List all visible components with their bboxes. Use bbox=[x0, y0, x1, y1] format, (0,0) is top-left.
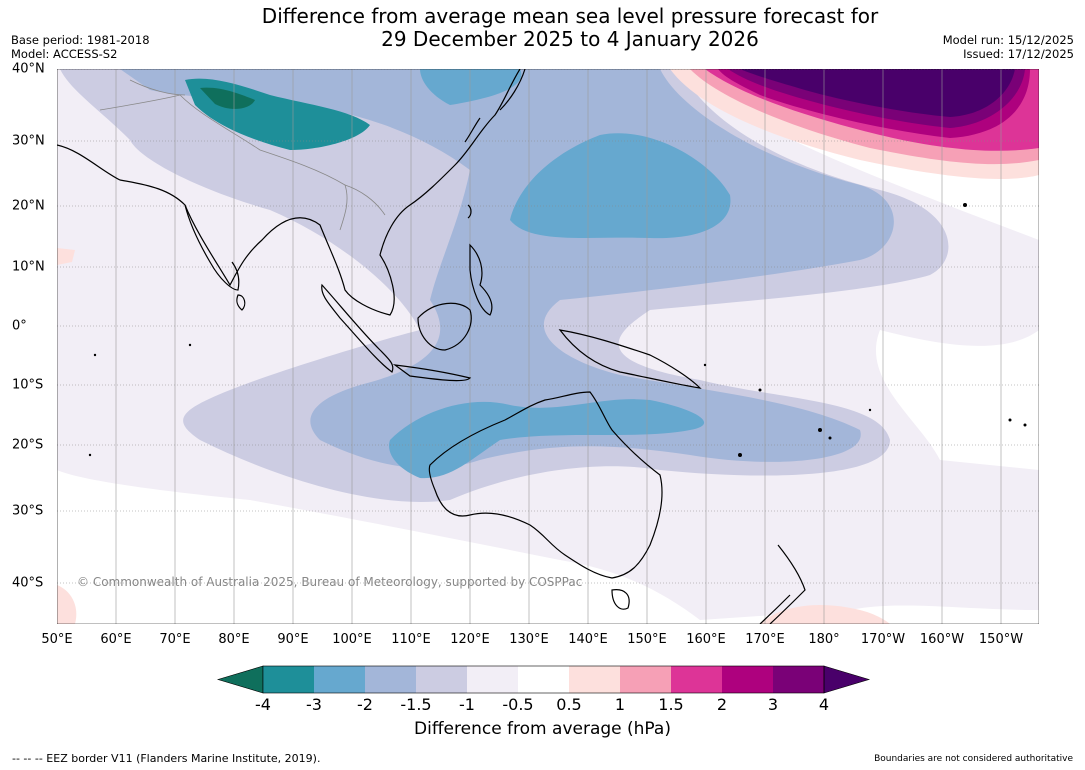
lon-tick-label: 120°E bbox=[450, 632, 490, 647]
lat-tick-label: 40°S bbox=[12, 575, 44, 591]
lon-tick-label: 150°W bbox=[978, 632, 1024, 647]
contour-minus-2c bbox=[420, 69, 522, 105]
coastlines bbox=[57, 69, 806, 624]
colorbar-segment bbox=[314, 666, 366, 693]
lon-tick-label: 150°E bbox=[627, 632, 667, 647]
page-title: Difference from average mean sea level p… bbox=[0, 5, 1085, 51]
colorbar-segment bbox=[263, 666, 315, 693]
lon-tick-label: 50°E bbox=[41, 632, 73, 647]
model-name: Model: ACCESS-S2 bbox=[11, 47, 118, 61]
colorbar-tick-label: 4 bbox=[818, 695, 830, 714]
philippines bbox=[469, 243, 493, 316]
colorbar bbox=[216, 665, 871, 694]
colorbar-tick-label: -0.5 bbox=[502, 695, 534, 714]
copyright-notice: © Commonwealth of Australia 2025, Bureau… bbox=[77, 575, 583, 589]
colorbar-tick-label: -2 bbox=[357, 695, 373, 714]
boundaries-disclaimer: Boundaries are not considered authoritat… bbox=[874, 754, 1073, 764]
lon-tick-label: 60°E bbox=[100, 632, 132, 647]
lon-tick-label: 70°E bbox=[159, 632, 191, 647]
lon-tick-label: 130°E bbox=[509, 632, 549, 647]
lat-tick-label: 30°S bbox=[12, 503, 44, 519]
contour-plus-w bbox=[57, 248, 75, 265]
lat-tick-label: 20°N bbox=[12, 198, 45, 214]
base-period: Base period: 1981-2018 bbox=[11, 33, 150, 47]
new-zealand bbox=[759, 544, 806, 624]
contour-minus-4 bbox=[200, 87, 255, 109]
colorbar-tick-label: -1 bbox=[459, 695, 475, 714]
country-borders bbox=[99, 79, 386, 231]
contour-minus-2b bbox=[389, 399, 705, 479]
lon-tick-label: 170°W bbox=[860, 632, 906, 647]
map-area bbox=[57, 69, 1039, 624]
lat-tick-label: 20°S bbox=[12, 437, 44, 453]
contour-minus-2 bbox=[510, 133, 731, 239]
colorbar-segment bbox=[620, 666, 672, 693]
colorbar-segment bbox=[773, 666, 825, 693]
colorbar-arrow-low bbox=[216, 665, 264, 694]
title-line-1: Difference from average mean sea level p… bbox=[261, 4, 879, 28]
colorbar-segment bbox=[722, 666, 774, 693]
meta-left: Base period: 1981-2018 Model: ACCESS-S2 bbox=[11, 33, 150, 61]
lat-tick-label: 10°S bbox=[12, 377, 44, 393]
eez-border-note: -- -- -- EEZ border V11 (Flanders Marine… bbox=[12, 752, 321, 765]
lat-tick-label: 30°N bbox=[12, 133, 45, 149]
colorbar-title: Difference from average (hPa) bbox=[414, 719, 671, 739]
colorbar-tick-label: 1 bbox=[614, 695, 626, 714]
lon-tick-label: 170°E bbox=[745, 632, 785, 647]
colorbar-arrow-high bbox=[823, 665, 871, 694]
lon-tick-label: 100°E bbox=[332, 632, 372, 647]
lon-tick-label: 140°E bbox=[568, 632, 608, 647]
colorbar-tick-label: 2 bbox=[716, 695, 728, 714]
islands bbox=[88, 203, 1027, 457]
japan-coast bbox=[464, 69, 526, 143]
australia bbox=[428, 391, 663, 579]
model-run: Model run: 15/12/2025 bbox=[942, 33, 1074, 47]
asia-coast bbox=[57, 69, 521, 316]
colorbar-segment bbox=[467, 666, 519, 693]
colorbar-tick-label: -3 bbox=[306, 695, 322, 714]
contour-plus-sw bbox=[57, 585, 77, 624]
colorbar-tick-label: 3 bbox=[767, 695, 779, 714]
new-guinea bbox=[558, 329, 702, 389]
colorbar-border bbox=[262, 665, 825, 694]
taiwan bbox=[467, 204, 472, 219]
lon-tick-label: 160°E bbox=[686, 632, 726, 647]
colorbar-segment bbox=[569, 666, 621, 693]
sumatra bbox=[321, 283, 394, 373]
lon-tick-label: 160°W bbox=[919, 632, 965, 647]
colorbar-segment bbox=[416, 666, 468, 693]
colorbar-segment bbox=[518, 666, 570, 693]
title-line-2: 29 December 2025 to 4 January 2026 bbox=[381, 27, 759, 51]
sri-lanka bbox=[236, 294, 246, 311]
lat-tick-label: 0° bbox=[12, 318, 27, 334]
colorbar-tick-label: -1.5 bbox=[400, 695, 432, 714]
lon-tick-label: 180° bbox=[808, 632, 840, 647]
lon-tick-label: 80°E bbox=[218, 632, 250, 647]
colorbar-segment bbox=[671, 666, 723, 693]
java bbox=[392, 364, 472, 382]
lat-tick-label: 10°N bbox=[12, 259, 45, 275]
tasmania bbox=[611, 589, 630, 610]
contour-plus-4 bbox=[740, 69, 1015, 117]
lon-tick-label: 90°E bbox=[277, 632, 309, 647]
borneo bbox=[417, 302, 472, 351]
india-coast bbox=[184, 204, 240, 291]
colorbar-tick-label: -4 bbox=[255, 695, 271, 714]
lon-tick-label: 110°E bbox=[391, 632, 431, 647]
colorbar-tick-label: 1.5 bbox=[658, 695, 684, 714]
contour-plus-nz bbox=[760, 604, 890, 624]
meta-right: Model run: 15/12/2025 Issued: 17/12/2025 bbox=[943, 33, 1074, 61]
colorbar-tick-label: 0.5 bbox=[556, 695, 582, 714]
lat-tick-label: 40°N bbox=[12, 61, 45, 77]
colorbar-segment bbox=[365, 666, 417, 693]
issued-date: Issued: 17/12/2025 bbox=[963, 47, 1074, 61]
